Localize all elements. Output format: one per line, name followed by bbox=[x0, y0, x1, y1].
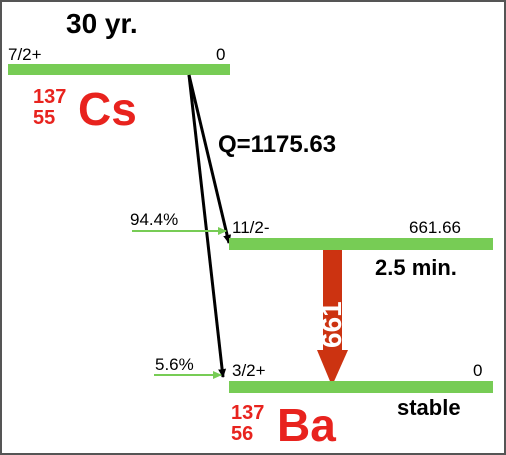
beta-arrow-to-excited bbox=[187, 74, 232, 244]
beta-arrow-to-ground bbox=[187, 74, 227, 378]
ground-branch-label: 5.6% bbox=[155, 355, 194, 374]
parent-energy: 0 bbox=[216, 45, 225, 64]
ground-symbol: Ba bbox=[277, 399, 336, 451]
ground-mass-number: 137 bbox=[231, 402, 264, 424]
ground-energy: 0 bbox=[473, 361, 482, 380]
excited-level-line bbox=[229, 238, 493, 250]
excited-spin: 11/2- bbox=[232, 218, 270, 237]
excited-half-life: 2.5 min. bbox=[375, 255, 457, 280]
parent-spin: 7/2+ bbox=[8, 45, 42, 64]
parent-level-line bbox=[8, 64, 230, 75]
gamma-energy-label: 661 bbox=[316, 301, 347, 348]
parent-atomic-number: 55 bbox=[33, 107, 55, 129]
parent-symbol: Cs bbox=[78, 83, 137, 135]
excited-branch-label: 94.4% bbox=[130, 210, 178, 229]
ground-spin: 3/2+ bbox=[232, 361, 266, 380]
q-value-label: Q=1175.63 bbox=[218, 131, 336, 158]
parent-half-life: 30 yr. bbox=[66, 8, 138, 39]
ground-level-line bbox=[229, 381, 493, 393]
gamma-arrow-head bbox=[317, 350, 348, 386]
parent-mass-number: 137 bbox=[33, 86, 66, 108]
ground-atomic-number: 56 bbox=[231, 423, 253, 445]
ground-stability: stable bbox=[397, 395, 461, 420]
gamma-arrow-shaft bbox=[323, 250, 342, 350]
excited-energy: 661.66 bbox=[409, 218, 461, 237]
